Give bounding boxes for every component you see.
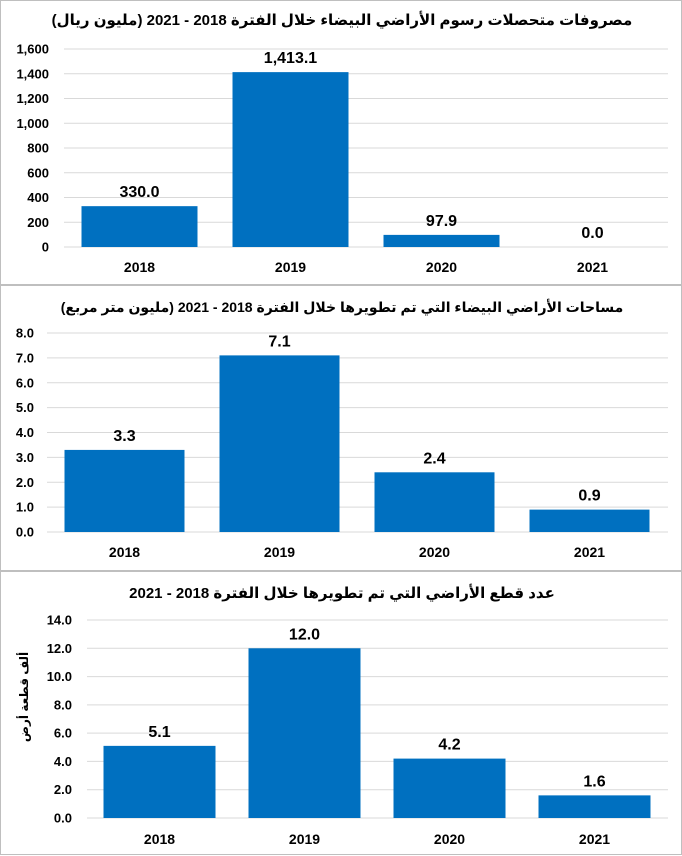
x-category-label: 2018: [109, 544, 140, 560]
y-tick-label: 1,600: [16, 42, 49, 57]
y-axis-title: ألف قطعة أرض: [16, 652, 31, 742]
bar: [81, 206, 198, 247]
y-tick-label: 2.0: [54, 782, 72, 797]
chart-plots: 0.0 2.0 4.0 6.0 8.0 10.0 12.0 14.0 5.1 2018 12.0 20…: [16, 613, 668, 847]
chart-panel-collections: مصروفات متحصلات رسوم الأراضي البيضاء خلا…: [0, 0, 682, 285]
chart-panel-areas: مساحات الأراضي البيضاء التي تم تطويرها خ…: [0, 285, 682, 571]
bar: [374, 472, 495, 532]
bar: [538, 795, 651, 818]
data-label: 3.3: [113, 428, 135, 445]
y-tick-label: 3.0: [16, 450, 34, 465]
y-tick-label: 8.0: [16, 326, 34, 341]
bar: [248, 648, 361, 818]
bar: [393, 758, 506, 818]
data-label: 2.4: [423, 450, 445, 467]
bar: [103, 745, 216, 818]
y-tick-label: 1,200: [16, 91, 49, 106]
chart-panel-plots: عدد قطع الأراضي التي تم تطويرها خلال الف…: [0, 571, 682, 855]
y-tick-label: 0: [42, 240, 49, 255]
y-tick-label: 8.0: [54, 697, 72, 712]
data-label: 1.6: [583, 773, 605, 790]
bar: [232, 72, 349, 247]
data-label: 330.0: [119, 184, 159, 201]
data-label: 4.2: [438, 737, 460, 754]
data-label: 5.1: [148, 724, 170, 741]
x-category-label: 2018: [124, 259, 155, 275]
x-category-label: 2019: [289, 831, 320, 847]
y-tick-label: 400: [27, 190, 49, 205]
y-tick-label: 800: [27, 141, 49, 156]
y-tick-label: 7.0: [16, 350, 34, 365]
x-category-label: 2021: [577, 259, 608, 275]
y-tick-label: 1,400: [16, 66, 49, 81]
y-tick-label: 14.0: [47, 613, 72, 628]
x-category-label: 2020: [434, 831, 465, 847]
y-tick-label: 600: [27, 165, 49, 180]
data-label: 1,413.1: [264, 50, 317, 67]
bar: [219, 355, 340, 532]
x-category-label: 2020: [426, 259, 457, 275]
y-tick-label: 12.0: [47, 641, 72, 656]
data-label: 0.9: [578, 488, 600, 505]
y-tick-label: 200: [27, 215, 49, 230]
data-label: 0.0: [581, 225, 603, 242]
y-tick-label: 1,000: [16, 116, 49, 131]
chart-areas: 0.0 1.0 2.0 3.0 4.0 5.0 6.0 7.0 8.0 3.3 2018 7.1 201…: [16, 326, 668, 560]
x-category-label: 2018: [144, 831, 175, 847]
y-tick-label: 6.0: [54, 726, 72, 741]
y-tick-label: 4.0: [54, 754, 72, 769]
chart-collections: 0 200 400 600 800 1,000 1,200 1,400 1,600 330.0 20…: [16, 42, 668, 275]
y-tick-label: 0.0: [16, 525, 34, 540]
chart-title: عدد قطع الأراضي التي تم تطويرها خلال الف…: [129, 585, 555, 602]
x-category-label: 2020: [419, 544, 450, 560]
y-tick-label: 1.0: [16, 500, 34, 515]
data-label: 7.1: [268, 333, 290, 350]
data-label: 12.0: [289, 626, 320, 643]
bar: [529, 509, 650, 532]
y-tick-label: 10.0: [47, 669, 72, 684]
y-tick-label: 2.0: [16, 475, 34, 490]
x-category-label: 2021: [579, 831, 610, 847]
y-tick-label: 6.0: [16, 375, 34, 390]
y-tick-label: 4.0: [16, 425, 34, 440]
x-category-label: 2021: [574, 544, 605, 560]
data-label: 97.9: [426, 213, 457, 230]
y-tick-label: 5.0: [16, 400, 34, 415]
chart-title: مساحات الأراضي البيضاء التي تم تطويرها خ…: [60, 299, 624, 315]
bar: [383, 234, 500, 247]
bar: [64, 449, 185, 532]
x-category-label: 2019: [264, 544, 295, 560]
y-tick-label: 0.0: [54, 811, 72, 826]
chart-title: مصروفات متحصلات رسوم الأراضي البيضاء خلا…: [51, 12, 633, 29]
x-category-label: 2019: [275, 259, 306, 275]
